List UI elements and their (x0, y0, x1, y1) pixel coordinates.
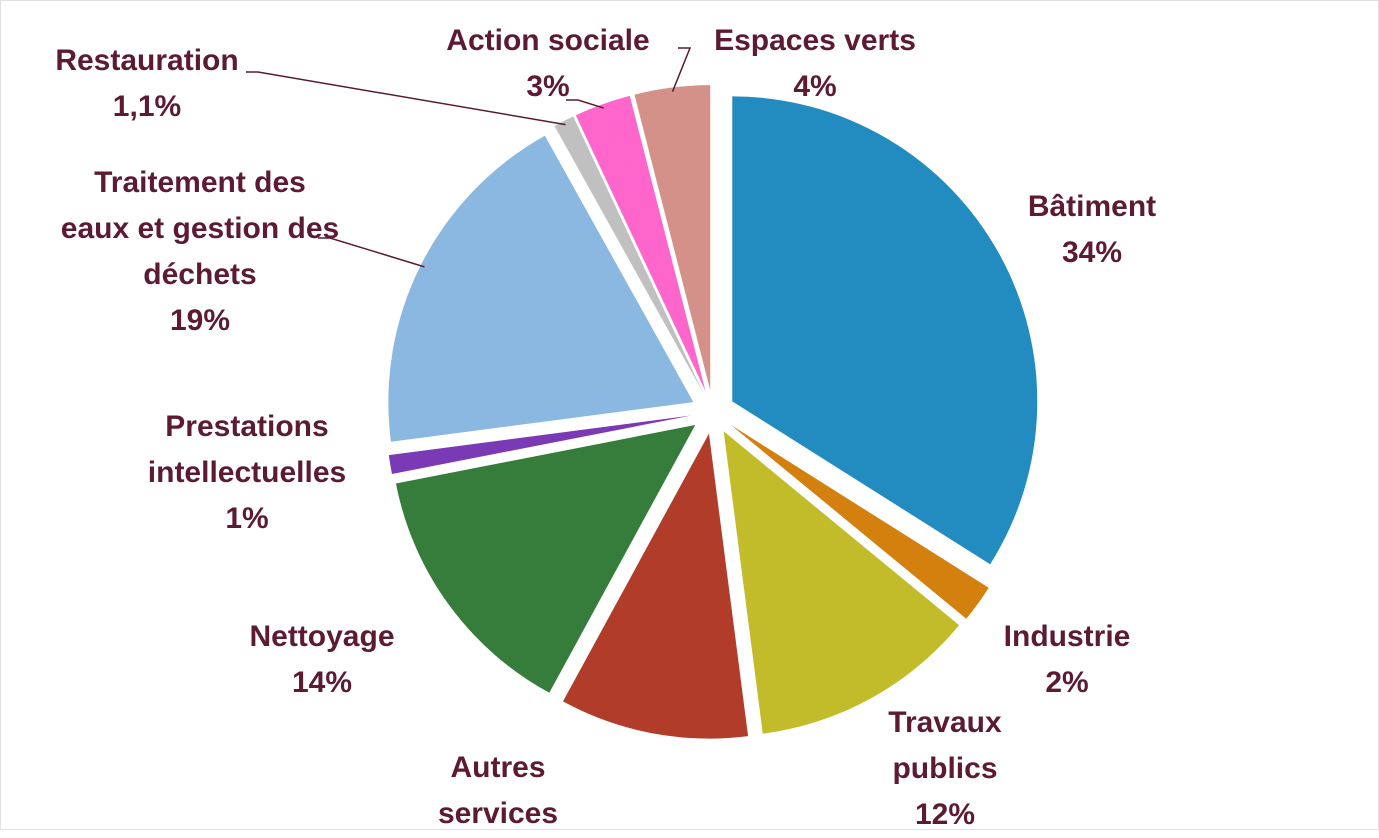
value-label: 1% (225, 502, 269, 535)
category-label: Autres services (437, 751, 559, 830)
slice-label: Action sociale 3% (348, 18, 748, 110)
slice-label: Restauration 1,1% (0, 38, 347, 130)
slice-label: Espaces verts 4% (615, 18, 1015, 110)
category-label: Industrie (1003, 620, 1131, 653)
pie-slice (395, 425, 696, 693)
category-label: Nettoyage (249, 620, 395, 653)
value-label: 4% (793, 70, 837, 103)
value-label: 14% (291, 666, 353, 699)
leader-line (318, 237, 425, 268)
pie-slice (575, 95, 706, 392)
pie-slice (730, 424, 989, 619)
leader-line (671, 47, 692, 92)
pie-slice (634, 85, 711, 391)
pie-slice (388, 135, 694, 442)
category-label: Restauration (55, 44, 239, 77)
value-label: 12% (914, 798, 976, 831)
slice-label: Nettoyage 14% (122, 614, 522, 706)
value-label: 19% (169, 304, 231, 337)
pie-slice (388, 415, 692, 475)
category-label: Bâtiment (1027, 190, 1157, 223)
slice-label: Bâtiment 34% (892, 184, 1292, 276)
slice-label: Autres services (413, 745, 583, 837)
category-label: Prestations intellectuelles (147, 410, 347, 489)
leader-line (566, 99, 604, 109)
pie-slice (723, 431, 960, 734)
leader-line (246, 71, 566, 126)
slice-label: Prestations intellectuelles 1% (122, 404, 372, 542)
value-label: 34% (1061, 236, 1123, 269)
category-label: Travaux publics (888, 706, 1002, 785)
value-label: 3% (526, 70, 570, 103)
slice-label: Traitement des eaux et gestion des déche… (58, 160, 343, 344)
value-label: 1,1% (112, 90, 182, 123)
pie-slice (732, 96, 1038, 565)
value-label: 2% (1045, 666, 1089, 699)
category-label: Traitement des eaux et gestion des déche… (60, 166, 340, 291)
category-label: Action sociale (446, 24, 650, 57)
slice-label: Industrie 2% (867, 614, 1267, 706)
pie-slice (562, 433, 749, 739)
category-label: Espaces verts (714, 24, 916, 57)
pie-slice (554, 116, 703, 393)
slice-label: Travaux publics 12% (860, 700, 1030, 838)
